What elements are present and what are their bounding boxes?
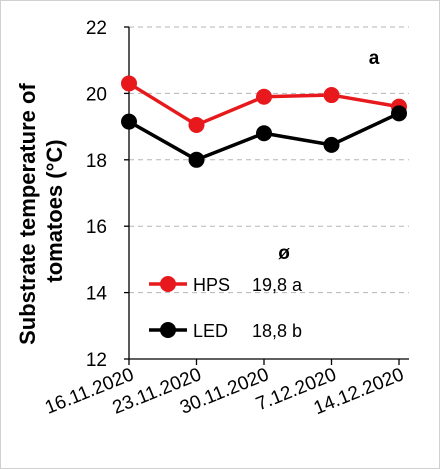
y-axis-title-line-1: Substrate temperature of xyxy=(15,83,40,345)
legend-hps-marker xyxy=(160,276,176,292)
legend: HPS 19,8 a LED 18,8 b xyxy=(149,275,303,341)
point-led-16-11-2020 xyxy=(121,113,137,130)
legend-led-label: LED xyxy=(193,321,228,341)
point-hps-16-11-2020 xyxy=(121,75,137,92)
y-axis-title-line-2: tomatoes (°C) xyxy=(42,139,67,282)
panel-label: a xyxy=(369,48,380,69)
y-ticks: 12 14 16 18 20 22 xyxy=(86,18,129,371)
y-tick-label-14: 14 xyxy=(86,284,108,305)
point-hps-7-12-2020 xyxy=(323,87,340,104)
point-led-14-12-2020 xyxy=(391,105,407,122)
series-hps xyxy=(121,75,407,133)
legend-hps-average: 19,8 a xyxy=(252,275,303,295)
average-symbol: ø xyxy=(278,243,290,264)
gridlines xyxy=(129,26,409,294)
series-led xyxy=(121,105,407,168)
y-axis-title: Substrate temperature of tomatoes (°C) xyxy=(15,77,67,345)
y-tick-label-20: 20 xyxy=(86,84,107,105)
legend-item-led: LED 18,8 b xyxy=(149,321,302,341)
point-led-23-11-2020 xyxy=(188,151,205,168)
axes xyxy=(128,27,409,360)
series xyxy=(121,75,407,168)
legend-led-average: 18,8 b xyxy=(252,321,302,341)
y-tick-label-12: 12 xyxy=(86,350,107,371)
point-hps-30-11-2020 xyxy=(256,88,272,105)
point-hps-23-11-2020 xyxy=(188,116,205,133)
y-tick-label-22: 22 xyxy=(86,18,107,39)
legend-hps-label: HPS xyxy=(193,275,230,295)
point-led-30-11-2020 xyxy=(256,125,272,142)
point-led-7-12-2020 xyxy=(323,136,340,153)
legend-item-hps: HPS 19,8 a xyxy=(149,275,303,295)
y-tick-label-18: 18 xyxy=(86,151,107,172)
y-tick-label-16: 16 xyxy=(86,217,107,238)
legend-led-marker xyxy=(160,322,176,338)
